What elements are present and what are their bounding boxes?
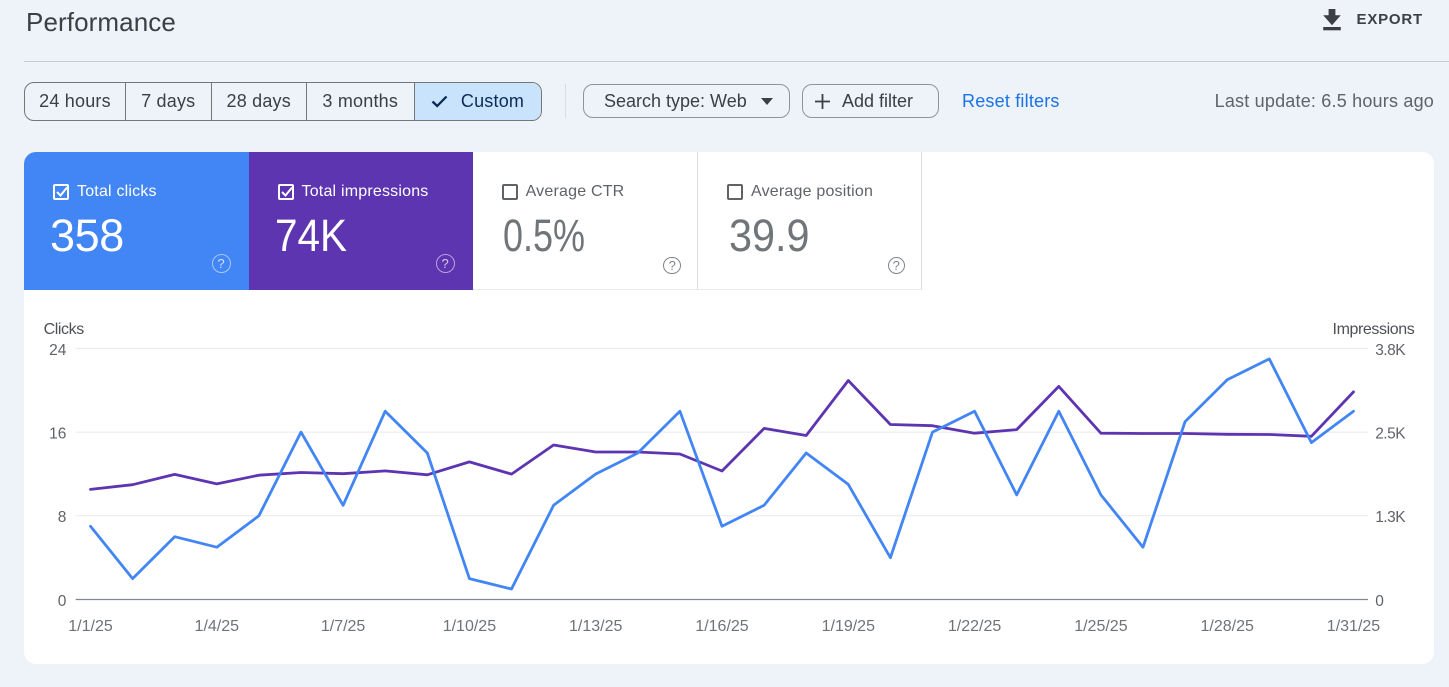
svg-text:1.3K: 1.3K bbox=[1375, 509, 1406, 526]
svg-text:8: 8 bbox=[58, 509, 67, 526]
svg-text:1/22/25: 1/22/25 bbox=[948, 618, 1001, 635]
svg-text:1/25/25: 1/25/25 bbox=[1074, 618, 1127, 635]
svg-text:1/10/25: 1/10/25 bbox=[443, 618, 496, 635]
svg-text:Impressions: Impressions bbox=[1333, 321, 1415, 338]
svg-text:1/28/25: 1/28/25 bbox=[1201, 618, 1254, 635]
svg-text:1/4/25: 1/4/25 bbox=[195, 618, 240, 635]
svg-text:Clicks: Clicks bbox=[44, 321, 85, 338]
svg-text:1/16/25: 1/16/25 bbox=[695, 618, 748, 635]
svg-text:24: 24 bbox=[49, 342, 67, 359]
svg-text:0: 0 bbox=[1375, 593, 1384, 610]
svg-text:16: 16 bbox=[49, 426, 66, 443]
svg-text:2.5K: 2.5K bbox=[1375, 426, 1406, 443]
svg-text:1/1/25: 1/1/25 bbox=[68, 618, 113, 635]
svg-text:1/31/25: 1/31/25 bbox=[1327, 618, 1380, 635]
svg-text:3.8K: 3.8K bbox=[1375, 342, 1406, 359]
svg-text:1/13/25: 1/13/25 bbox=[569, 618, 622, 635]
svg-text:1/19/25: 1/19/25 bbox=[822, 618, 875, 635]
svg-text:0: 0 bbox=[58, 593, 67, 610]
svg-text:1/7/25: 1/7/25 bbox=[321, 618, 366, 635]
